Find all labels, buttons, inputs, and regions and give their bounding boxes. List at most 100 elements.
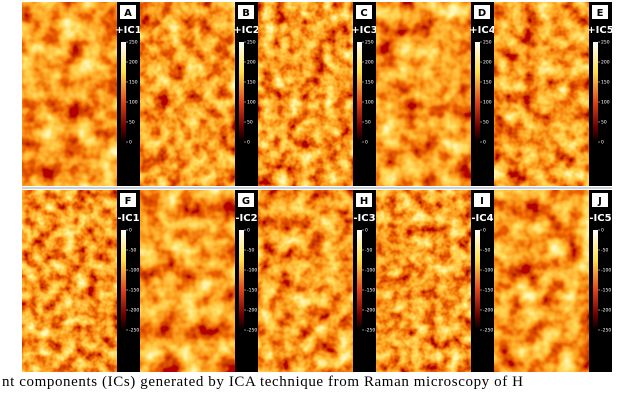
colorbar-tick-label: 150 (365, 80, 374, 86)
panel-letter: E (597, 8, 604, 19)
caption: nt components (ICs) generated by ICA tec… (2, 374, 524, 390)
heatmap-image (494, 190, 589, 372)
colorbar-tick-label: 0 (129, 140, 132, 146)
colorbar-tick-label: 0 (483, 228, 486, 234)
panel-letter: D (478, 8, 486, 19)
colorbar-tick-label: -100 (129, 268, 139, 274)
colorbar-tick-label: 200 (129, 60, 138, 66)
colorbar-tick-label: -100 (247, 268, 257, 274)
colorbar (475, 42, 480, 142)
colorbar-tick-label: 200 (247, 60, 256, 66)
colorbar-tick-label: 100 (483, 100, 492, 106)
panel-label: +IC3 (351, 25, 377, 36)
colorbar-tick-label: 200 (601, 60, 610, 66)
letter-box (356, 193, 372, 207)
colorbar-tick-label: 0 (365, 228, 368, 234)
colorbar (357, 42, 362, 142)
panel-label: -IC2 (235, 213, 257, 224)
panel-label: -IC4 (471, 213, 493, 224)
colorbar-tick-label: -150 (129, 288, 139, 294)
colorbar-tick-label: 50 (247, 120, 253, 126)
letter-box (474, 5, 490, 19)
colorbar-tick-label: 0 (483, 140, 486, 146)
colorbar-tick-label: 100 (365, 100, 374, 106)
panel-label: +IC4 (469, 25, 495, 36)
letter-box (592, 5, 608, 19)
colorbar-tick-label: -50 (365, 248, 372, 254)
colorbar (121, 42, 126, 142)
colorbar-tick-label: -50 (129, 248, 136, 254)
colorbar-tick-label: 50 (365, 120, 371, 126)
colorbar (593, 230, 598, 330)
colorbar-tick-label: 250 (483, 40, 492, 46)
colorbar-tick-label: 50 (483, 120, 489, 126)
colorbar (357, 230, 362, 330)
letter-box (592, 193, 608, 207)
panel-label: -IC3 (353, 213, 375, 224)
colorbar-tick-label: 150 (601, 80, 610, 86)
letter-box (238, 193, 254, 207)
colorbar (239, 42, 244, 142)
panel-label: -IC1 (117, 213, 139, 224)
colorbar-tick-label: -250 (365, 328, 375, 334)
panel-label: -IC5 (589, 213, 611, 224)
colorbar-tick-label: -200 (365, 308, 375, 314)
colorbar-tick-label: 0 (129, 228, 132, 234)
panel-letter: I (480, 196, 484, 207)
colorbar-tick-label: -150 (601, 288, 611, 294)
colorbar-tick-label: 100 (601, 100, 610, 106)
colorbar-tick-label: 250 (247, 40, 256, 46)
letter-box (356, 5, 372, 19)
panel-label: +IC2 (233, 25, 259, 36)
letter-box (474, 193, 490, 207)
colorbar-tick-label: -50 (483, 248, 490, 254)
colorbar-tick-label: -200 (483, 308, 493, 314)
colorbar-tick-label: -200 (247, 308, 257, 314)
colorbar-tick-label: 0 (247, 140, 250, 146)
heatmap-image (376, 2, 471, 186)
colorbar-tick-label: -50 (601, 248, 608, 254)
letter-box (238, 5, 254, 19)
colorbar-tick-label: 100 (247, 100, 256, 106)
colorbar-tick-label: -150 (483, 288, 493, 294)
colorbar-tick-label: -200 (129, 308, 139, 314)
colorbar-tick-label: 0 (247, 228, 250, 234)
panel-letter: A (124, 8, 132, 19)
heatmap-image (376, 190, 471, 372)
colorbar (475, 230, 480, 330)
colorbar-tick-label: 200 (365, 60, 374, 66)
heatmap-image (140, 2, 235, 186)
letter-box (120, 5, 136, 19)
colorbar-tick-label: -200 (601, 308, 611, 314)
heatmap-image (22, 190, 117, 372)
colorbar-tick-label: -50 (247, 248, 254, 254)
colorbar-tick-label: -100 (601, 268, 611, 274)
panel-letter: J (597, 196, 602, 207)
panel-label: +IC1 (115, 25, 141, 36)
colorbar-tick-label: 250 (129, 40, 138, 46)
colorbar-tick-label: -250 (483, 328, 493, 334)
colorbar-tick-label: 250 (601, 40, 610, 46)
panel-letter: F (125, 196, 132, 207)
panel-letter: G (242, 196, 250, 207)
heatmap-image (140, 190, 235, 372)
letter-box (120, 193, 136, 207)
colorbar-tick-label: 100 (129, 100, 138, 106)
colorbar-tick-label: -150 (247, 288, 257, 294)
panel-letter: H (360, 196, 368, 207)
colorbar-tick-label: -250 (601, 328, 611, 334)
colorbar-tick-label: 250 (365, 40, 374, 46)
heatmap-image (494, 2, 589, 186)
panel-letter: B (242, 8, 250, 19)
colorbar-tick-label: 0 (601, 140, 604, 146)
panel-label: +IC5 (587, 25, 613, 36)
heatmap-image (22, 2, 117, 186)
colorbar-tick-label: 50 (129, 120, 135, 126)
colorbar-tick-label: 0 (601, 228, 604, 234)
colorbar-tick-label: 150 (247, 80, 256, 86)
colorbar (121, 230, 126, 330)
colorbar-tick-label: 150 (129, 80, 138, 86)
heatmap-image (258, 2, 353, 186)
colorbar-tick-label: 0 (365, 140, 368, 146)
